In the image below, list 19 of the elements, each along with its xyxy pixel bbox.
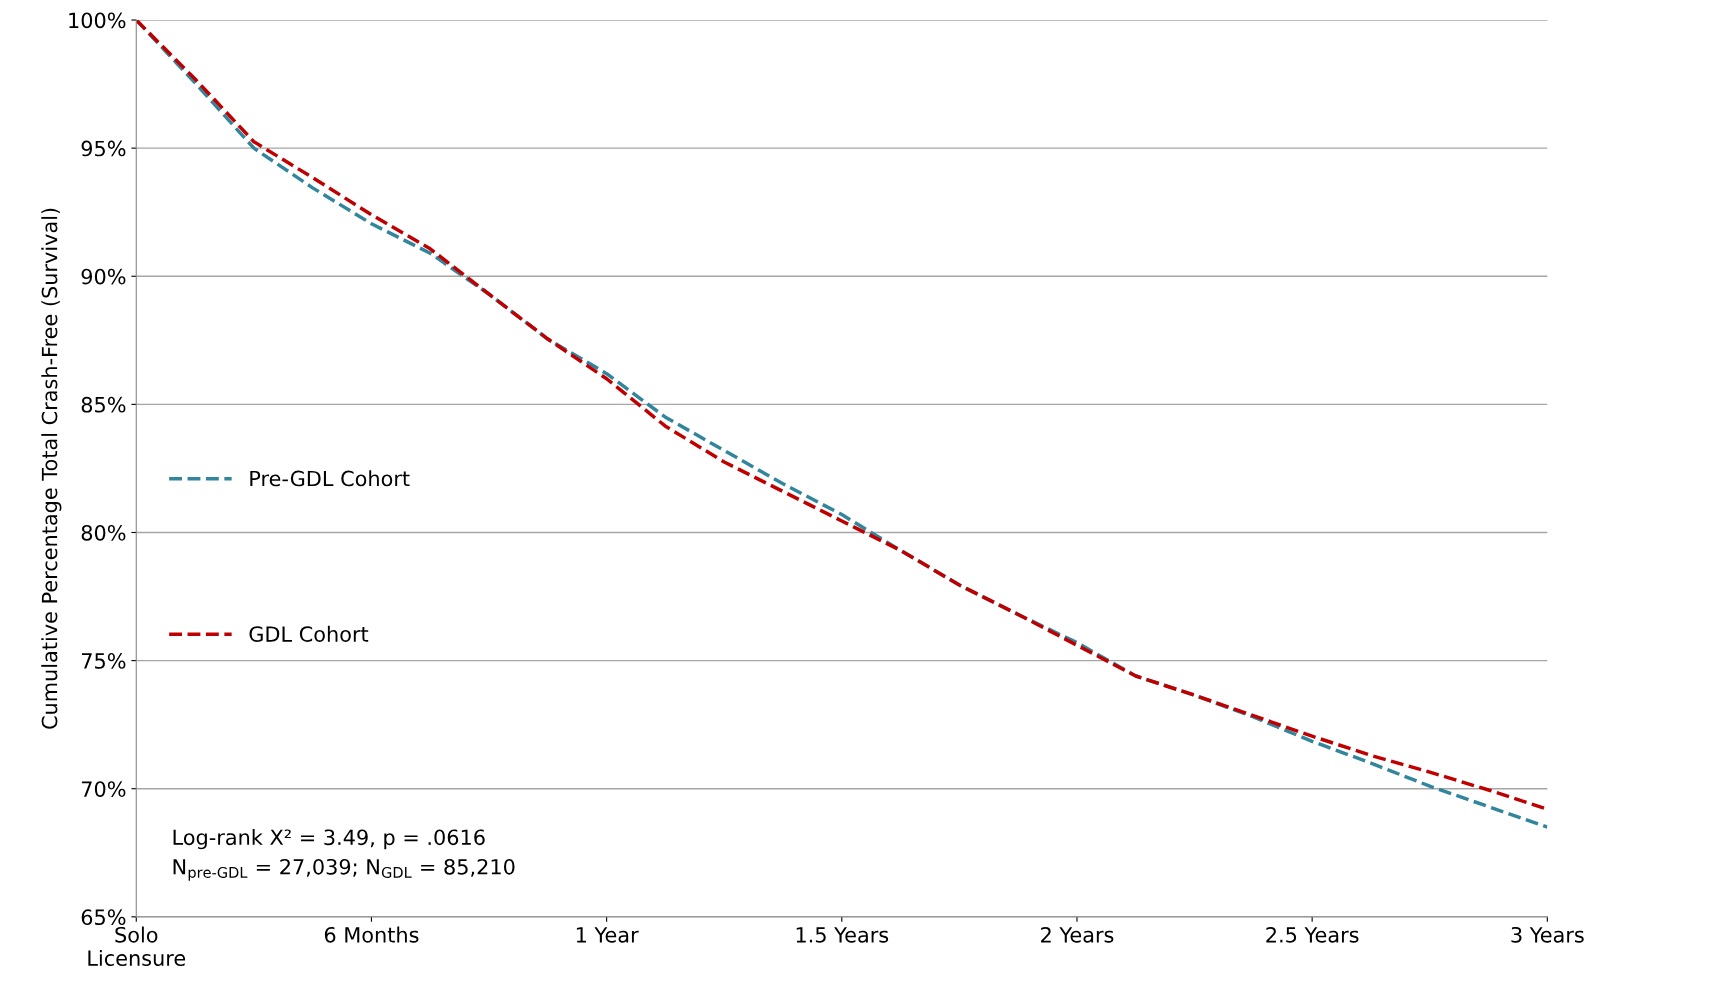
y-tick-label: 80% [81, 524, 126, 541]
y-tick-label: 95% [81, 140, 126, 157]
x-tick-label: 1.5 Years [796, 927, 889, 943]
x-tick-label: Solo Licensure [88, 926, 186, 967]
y-tick-label: 65% [81, 909, 126, 926]
y-tick-label: 90% [81, 268, 126, 285]
x-tick-label: 1 Year [576, 927, 639, 943]
x-tick-label: 2 Years [1041, 926, 1114, 943]
y-tick-label: 75% [81, 653, 126, 669]
x-tick-label: 2.5 Years [1266, 926, 1359, 943]
legend-label: GDL Cohort [249, 625, 369, 642]
x-tick-label: 6 Months [324, 926, 419, 943]
y-axis-title: Cumulative Percentage Total Crash-Free (Survival) [41, 208, 62, 729]
y-tick-label: 70% [81, 781, 126, 797]
y-tick-label: 100% [69, 12, 126, 29]
x-tick-label: 3 Years [1511, 926, 1584, 943]
y-tick-label: 85% [81, 396, 126, 413]
legend-label: Pre-GDL Cohort [250, 470, 410, 487]
annotation: Log-rank X² = 3.49, p = .0616 N$_{pre-GDL}$ = 27,039; N$_{GDL}$ = 85,210 [173, 829, 515, 881]
